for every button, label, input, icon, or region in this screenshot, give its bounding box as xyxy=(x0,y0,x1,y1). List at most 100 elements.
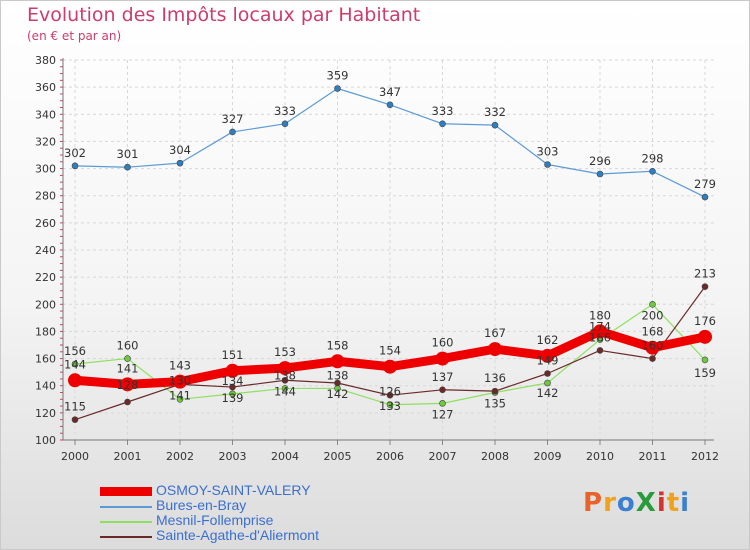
x-tick-label: 2005 xyxy=(324,450,352,463)
data-label-osmoy-saint-valery: 162 xyxy=(537,333,559,347)
data-label-mesnil-follemprise: 200 xyxy=(642,308,664,322)
legend-swatch-sainte-agathe xyxy=(100,536,152,538)
gridlines xyxy=(63,59,714,440)
point-osmoy-saint-valery xyxy=(593,324,607,339)
point-sainte-agathe-d-aliermont xyxy=(281,376,289,384)
point-bures-en-bray xyxy=(491,121,499,129)
point-mesnil-follemprise xyxy=(544,379,551,387)
x-tick-label: 2008 xyxy=(481,450,509,463)
x-tick-label: 2003 xyxy=(219,450,247,463)
point-bures-en-bray xyxy=(596,170,604,178)
logo-letter: P xyxy=(583,488,604,518)
x-tick-label: 2012 xyxy=(691,450,719,463)
x-tick-label: 2000 xyxy=(61,450,89,463)
point-sainte-agathe-d-aliermont xyxy=(124,398,131,406)
y-tick-label: 280 xyxy=(35,190,56,203)
point-bures-en-bray xyxy=(229,128,236,136)
data-label-mesnil-follemprise: 138 xyxy=(274,368,296,382)
x-tick-label: 2007 xyxy=(429,450,457,463)
data-label-osmoy-saint-valery: 144 xyxy=(64,357,86,371)
legend-label-sainte-agathe: Sainte-Agathe-d'Aliermont xyxy=(156,527,319,543)
x-tick-label: 2006 xyxy=(376,450,404,463)
point-osmoy-saint-valery xyxy=(68,373,82,388)
point-osmoy-saint-valery xyxy=(330,354,345,369)
data-label-osmoy-saint-valery: 180 xyxy=(589,308,611,322)
data-label-mesnil-follemprise: 142 xyxy=(537,386,559,400)
logo-letter: o xyxy=(616,488,636,518)
logo-letter: t xyxy=(666,488,681,518)
point-mesnil-follemprise xyxy=(281,385,289,392)
data-label-osmoy-saint-valery: 160 xyxy=(432,336,454,350)
point-osmoy-saint-valery xyxy=(698,329,712,344)
point-mesnil-follemprise xyxy=(649,300,656,308)
data-label-osmoy-saint-valery: 176 xyxy=(694,314,716,328)
x-tick-label: 2011 xyxy=(639,450,667,463)
y-tick-label: 380 xyxy=(35,54,56,67)
point-mesnil-follemprise xyxy=(124,355,131,362)
y-tick-label: 100 xyxy=(35,434,56,447)
point-sainte-agathe-d-aliermont xyxy=(71,416,79,423)
data-label-sainte-agathe-d-aliermont: 160 xyxy=(642,339,664,353)
data-label-sainte-agathe-d-aliermont: 213 xyxy=(694,267,716,281)
data-label-bures-en-bray: 279 xyxy=(694,177,716,191)
data-label-bures-en-bray: 296 xyxy=(589,154,611,168)
point-mesnil-follemprise xyxy=(229,390,236,398)
data-label-bures-en-bray: 333 xyxy=(432,104,454,118)
point-bures-en-bray xyxy=(334,85,341,92)
point-sainte-agathe-d-aliermont xyxy=(229,383,236,391)
data-label-bures-en-bray: 333 xyxy=(274,104,296,118)
data-label-sainte-agathe-d-aliermont: 144 xyxy=(274,384,296,398)
x-tick-label: 2004 xyxy=(271,450,299,463)
point-bures-en-bray xyxy=(281,120,289,128)
chart-title: Evolution des Impôts locaux par Habitant xyxy=(27,4,421,26)
legend-label-mesnil: Mesnil-Follemprise xyxy=(156,512,274,528)
y-tick-label: 120 xyxy=(35,407,56,420)
data-label-osmoy-saint-valery: 153 xyxy=(274,345,296,359)
x-tick-label: 2002 xyxy=(166,450,194,463)
data-label-osmoy-saint-valery: 154 xyxy=(379,344,401,358)
point-sainte-agathe-d-aliermont xyxy=(386,391,394,399)
y-tick-label: 360 xyxy=(35,81,56,94)
data-label-sainte-agathe-d-aliermont: 139 xyxy=(222,391,244,405)
data-label-mesnil-follemprise: 174 xyxy=(589,320,611,334)
point-bures-en-bray xyxy=(176,159,184,167)
chart-subtitle: (en € et par an) xyxy=(27,29,122,43)
data-label-bures-en-bray: 298 xyxy=(642,151,664,165)
point-bures-en-bray xyxy=(71,162,79,170)
proxiti-logo: ProXiti xyxy=(583,488,690,518)
data-label-mesnil-follemprise: 134 xyxy=(222,374,244,388)
logo-letter: X xyxy=(635,488,657,518)
point-sainte-agathe-d-aliermont xyxy=(439,386,446,394)
data-label-mesnil-follemprise: 160 xyxy=(117,339,139,353)
point-sainte-agathe-d-aliermont xyxy=(649,355,656,362)
point-bures-en-bray xyxy=(649,167,656,175)
y-tick-label: 260 xyxy=(35,217,56,230)
data-label-bures-en-bray: 302 xyxy=(64,146,86,160)
data-label-sainte-agathe-d-aliermont: 133 xyxy=(379,399,401,413)
point-bures-en-bray xyxy=(701,193,709,201)
point-sainte-agathe-d-aliermont xyxy=(596,347,604,354)
point-osmoy-saint-valery xyxy=(383,359,397,374)
data-label-mesnil-follemprise: 159 xyxy=(694,366,716,380)
data-label-sainte-agathe-d-aliermont: 166 xyxy=(589,330,611,344)
data-label-bures-en-bray: 303 xyxy=(537,145,559,159)
x-tick-label: 2010 xyxy=(586,450,614,463)
data-label-sainte-agathe-d-aliermont: 136 xyxy=(484,371,506,385)
data-label-sainte-agathe-d-aliermont: 128 xyxy=(117,378,139,392)
x-tick-label: 2001 xyxy=(114,450,142,463)
data-label-osmoy-saint-valery: 168 xyxy=(642,325,664,339)
data-label-osmoy-saint-valery: 167 xyxy=(484,326,506,340)
point-osmoy-saint-valery xyxy=(645,340,660,355)
point-osmoy-saint-valery xyxy=(278,361,292,376)
data-label-osmoy-saint-valery: 141 xyxy=(117,361,139,375)
data-label-bures-en-bray: 347 xyxy=(379,85,401,99)
point-bures-en-bray xyxy=(386,101,394,109)
data-label-bures-en-bray: 301 xyxy=(117,147,139,161)
data-label-osmoy-saint-valery: 143 xyxy=(169,359,191,373)
y-tick-label: 160 xyxy=(35,353,56,366)
series-points xyxy=(68,85,712,423)
point-mesnil-follemprise xyxy=(176,395,184,403)
point-mesnil-follemprise xyxy=(386,401,394,409)
